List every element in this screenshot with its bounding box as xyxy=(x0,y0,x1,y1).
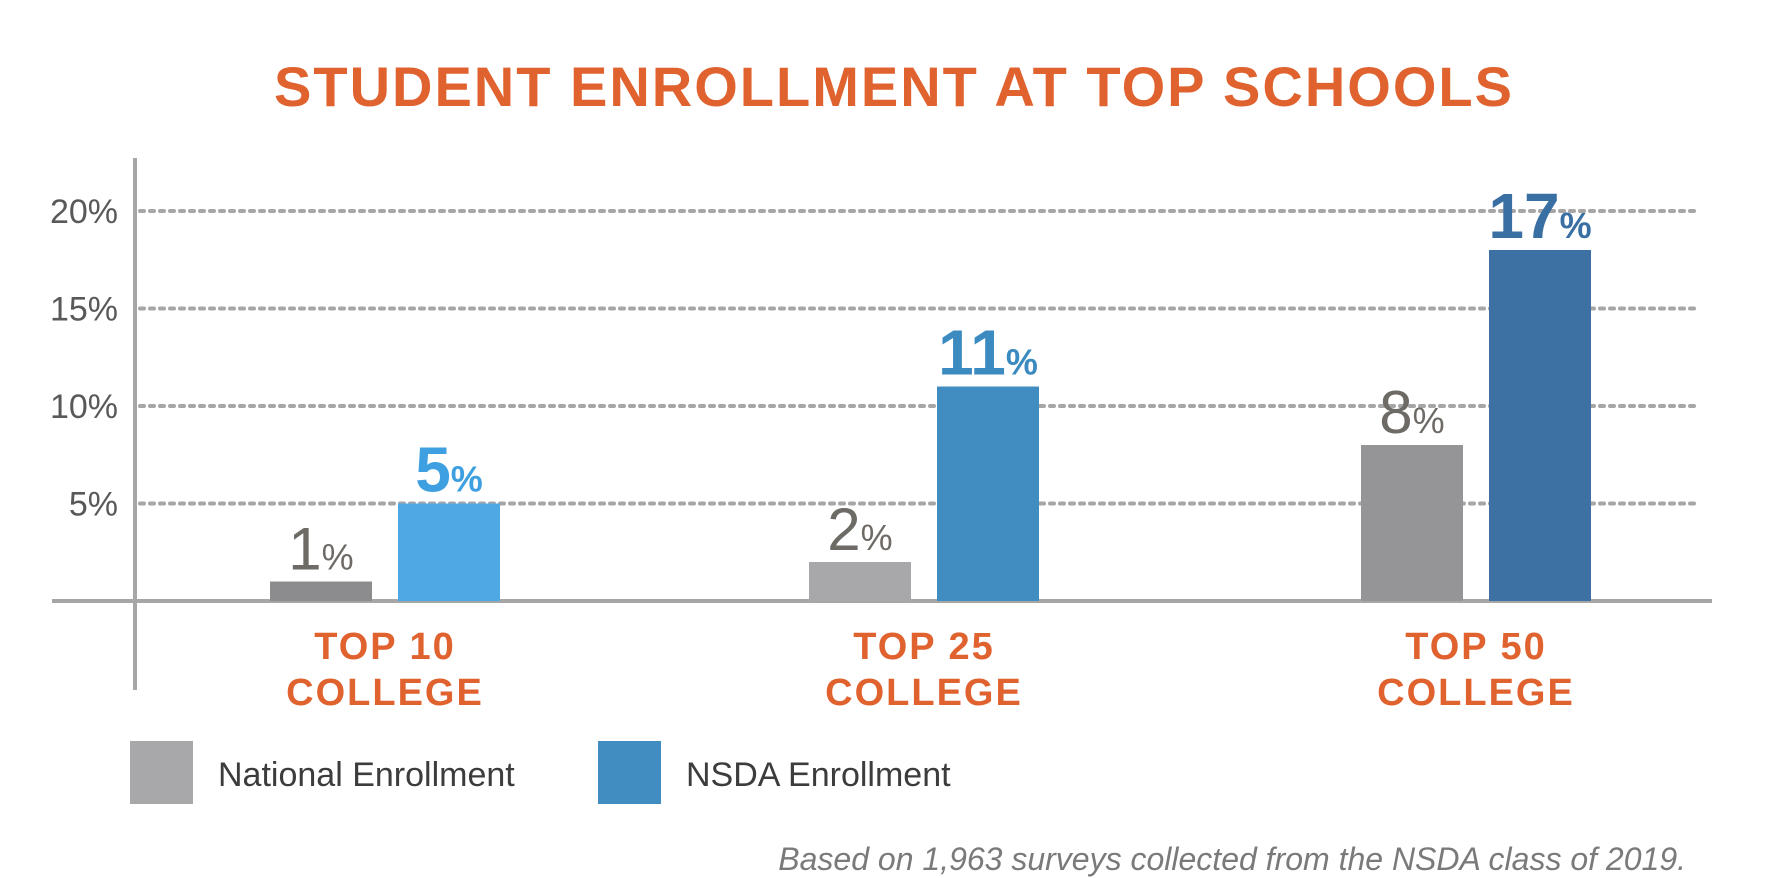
category-label-line2: COLLEGE xyxy=(1377,672,1575,714)
category-label-line2: COLLEGE xyxy=(286,672,484,714)
bar-nsda-2 xyxy=(937,386,1039,601)
bar-national-2 xyxy=(809,562,911,601)
footnote: Based on 1,963 surveys collected from th… xyxy=(778,841,1686,877)
category-label-line2: COLLEGE xyxy=(825,672,1023,714)
bar-value-label: 8% xyxy=(1379,379,1444,446)
bar-value-label: 1% xyxy=(288,516,353,583)
y-tick-label: 10% xyxy=(50,388,118,426)
legend-label-national: National Enrollment xyxy=(218,756,515,794)
bar-value-label: 17% xyxy=(1488,180,1591,252)
bars xyxy=(270,250,1591,601)
chart-title: STUDENT ENROLLMENT AT TOP SCHOOLS xyxy=(274,55,1514,118)
bar-nsda-3 xyxy=(1489,250,1591,601)
y-tick-label: 15% xyxy=(50,291,118,329)
legend-label-nsda: NSDA Enrollment xyxy=(686,756,951,794)
category-label-line1: TOP 10 xyxy=(314,626,456,668)
legend-swatch-national xyxy=(130,741,193,804)
bar-value-label: 5% xyxy=(415,434,483,506)
y-tick-label: 20% xyxy=(50,193,118,231)
bar-value-label: 2% xyxy=(827,496,892,563)
bar-value-label: 11% xyxy=(938,317,1038,389)
y-axis-ticks: 5% 10% 15% 20% xyxy=(50,193,118,524)
legend: National Enrollment NSDA Enrollment xyxy=(130,741,951,804)
legend-swatch-nsda xyxy=(598,741,661,804)
bar-nsda-1 xyxy=(398,503,500,601)
y-tick-label: 5% xyxy=(69,486,118,524)
bar-national-1 xyxy=(270,581,372,601)
bar-labels: 1% 5% 2% 11% 8% 17% xyxy=(288,180,1591,583)
category-label-line1: TOP 25 xyxy=(853,626,995,668)
category-label-line1: TOP 50 xyxy=(1405,626,1547,668)
gridlines xyxy=(138,209,1702,506)
bar-national-3 xyxy=(1361,445,1463,601)
